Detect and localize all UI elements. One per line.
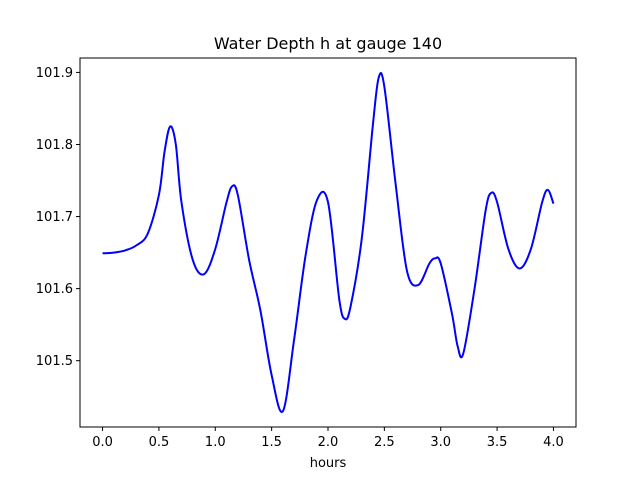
x-tick-label: 3.0 [430,435,451,450]
x-axis-label: hours [310,456,347,471]
x-tick-label: 0.0 [92,435,113,450]
x-tick-label: 2.5 [374,435,395,450]
x-tick-label: 4.0 [543,435,564,450]
x-tick-label: 1.0 [205,435,226,450]
x-tick-label: 1.5 [261,435,282,450]
series-line [102,72,555,414]
chart-title: Water Depth h at gauge 140 [214,34,442,53]
y-axis: 101.5 101.6 101.7 101.8 101.9 [36,66,80,369]
y-tick-label: 101.8 [36,138,73,153]
plot-area [102,72,555,414]
y-tick-label: 101.6 [36,282,73,297]
y-tick-label: 101.5 [36,354,73,369]
x-tick-label: 3.5 [487,435,508,450]
x-tick-label: 0.5 [149,435,170,450]
x-tick-label: 2.0 [318,435,339,450]
y-tick-label: 101.9 [36,66,73,81]
y-tick-label: 101.7 [36,210,73,225]
x-axis: 0.0 0.5 1.0 1.5 2.0 2.5 3.0 3.5 4.0 [92,427,564,450]
